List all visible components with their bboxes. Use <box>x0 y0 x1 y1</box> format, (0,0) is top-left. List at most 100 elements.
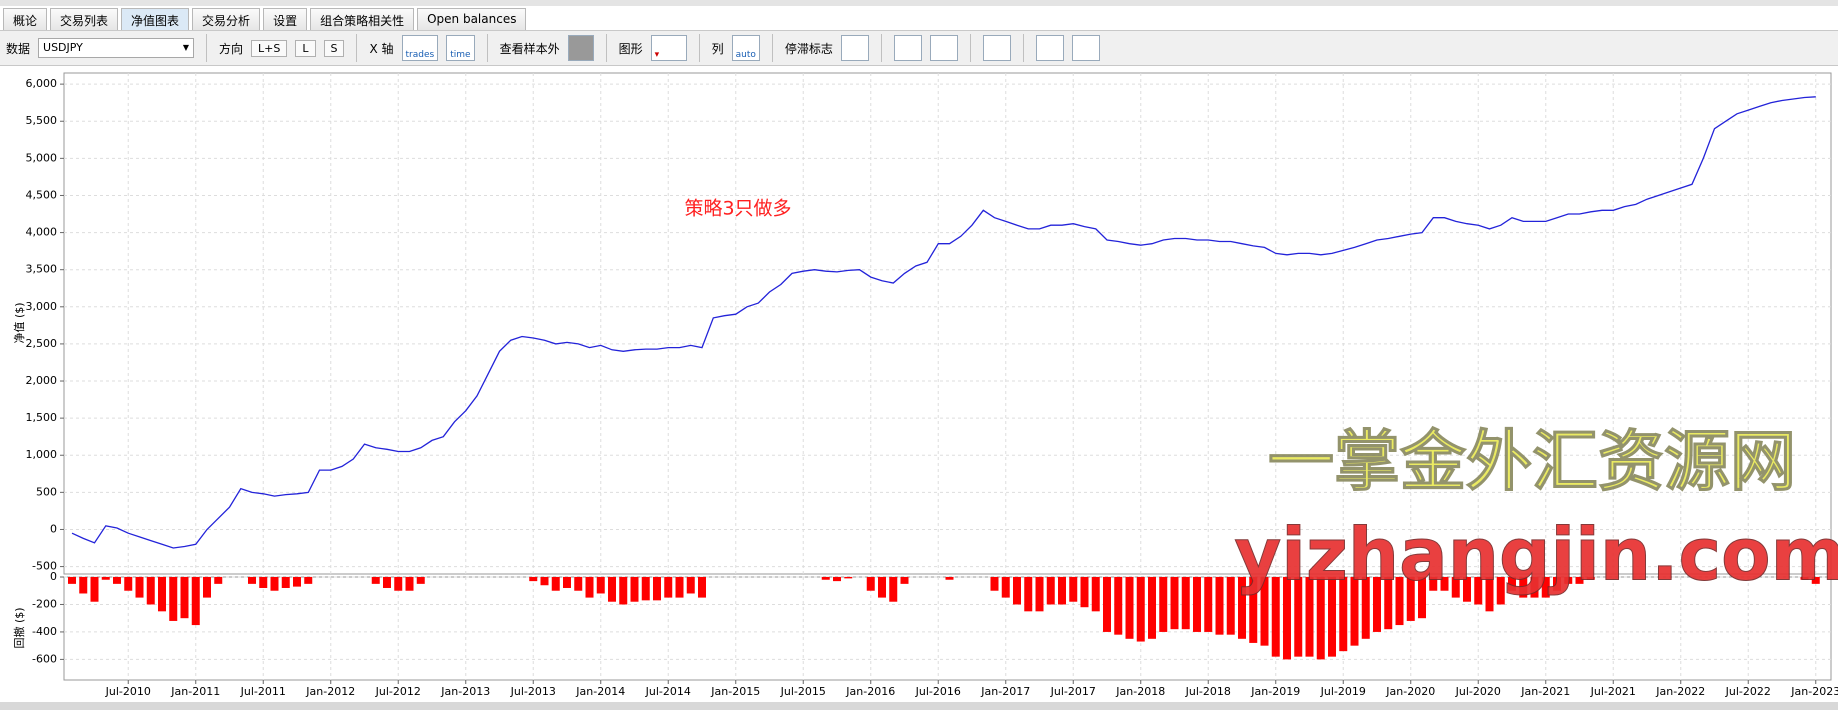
x-tick-label: Jul-2020 <box>1455 685 1501 698</box>
drawdown-bar <box>1125 577 1134 639</box>
direction-button[interactable]: L <box>295 39 316 57</box>
x-tick-label: Jul-2017 <box>1050 685 1096 698</box>
y-tick-label: 6,000 <box>26 77 58 90</box>
drawdown-bar <box>1136 577 1145 642</box>
tool-button[interactable] <box>1071 35 1100 61</box>
drawdown-bar <box>1811 577 1820 584</box>
drawdown-bar <box>1024 577 1033 612</box>
chart-type-button[interactable]: ▾ <box>650 35 687 61</box>
drawdown-bar <box>1316 577 1325 660</box>
drawdown-bar <box>1800 577 1809 580</box>
x-tick-label: Jul-2014 <box>645 685 691 698</box>
drawdown-bar <box>68 577 76 584</box>
drawdown-bar <box>79 577 88 594</box>
drawdown-bar <box>1069 577 1078 602</box>
y-tick-label: -500 <box>32 560 57 573</box>
label: 查看样本外 <box>499 41 560 56</box>
scrollbar[interactable] <box>0 702 1838 710</box>
top-strip <box>0 0 1838 6</box>
y-tick-label: 3,500 <box>26 263 58 276</box>
drawdown-bar <box>563 577 571 588</box>
tool-button[interactable] <box>1035 35 1064 61</box>
drawdown-bar <box>371 577 380 584</box>
tab[interactable]: 交易分析 <box>192 8 261 30</box>
y-tick-label: 2,000 <box>26 374 58 387</box>
x-axis-button[interactable]: trades <box>401 35 439 61</box>
x-tick-label: Jan-2021 <box>1520 685 1570 698</box>
x-axis-button[interactable]: time <box>446 35 475 61</box>
x-tick-label: Jan-2014 <box>575 685 625 698</box>
drawdown-bar <box>1001 577 1010 598</box>
y-tick-label: 5,000 <box>26 151 58 164</box>
separator <box>206 34 208 62</box>
symbol-select[interactable]: USDJPY <box>38 38 195 58</box>
tab[interactable]: Open balances <box>417 8 527 30</box>
y-tick-label: 500 <box>36 485 57 498</box>
drawdown-bar <box>551 577 560 591</box>
tool-button[interactable] <box>929 35 958 61</box>
column-button[interactable]: auto <box>731 35 760 61</box>
label: 列 <box>711 41 724 56</box>
drawdown-bar <box>101 577 110 580</box>
separator <box>486 34 488 62</box>
drawdown-bar <box>113 577 121 584</box>
drawdown-bar <box>1294 577 1303 657</box>
drawdown-bar <box>405 577 414 591</box>
x-tick-label: Jul-2019 <box>1320 685 1366 698</box>
drawdown-bar <box>664 577 673 598</box>
tool-button[interactable] <box>893 35 922 61</box>
drawdown-bar <box>416 577 425 584</box>
equity-line <box>71 96 1816 549</box>
drawdown-bar <box>1013 577 1021 605</box>
drawdown-bar <box>90 577 99 602</box>
label: X 轴 <box>369 41 394 56</box>
drawdown-bar <box>990 577 999 591</box>
drawdown-bar <box>259 577 268 588</box>
tab[interactable]: 设置 <box>263 8 308 30</box>
tab[interactable]: 净值图表 <box>121 8 190 30</box>
y-tick-label: -200 <box>32 597 57 610</box>
drawdown-bar <box>1451 577 1460 598</box>
tab[interactable]: 组合策略相关性 <box>310 8 415 30</box>
drawdown-bar <box>1080 577 1089 608</box>
drawdown-bar <box>1103 577 1111 632</box>
drawdown-bar <box>630 577 639 602</box>
drawdown-bar <box>1418 577 1426 619</box>
drawdown-bar <box>844 577 853 579</box>
stagnation-button[interactable] <box>840 35 869 61</box>
drawdown-bar <box>1373 577 1381 632</box>
drawdown-bar <box>596 577 605 594</box>
drawdown-bar <box>203 577 211 598</box>
drawdown-bar <box>1429 577 1438 591</box>
out-of-sample-button[interactable] <box>567 35 594 61</box>
drawdown-bar <box>1530 577 1539 598</box>
drawdown-bar <box>135 577 144 598</box>
tab[interactable]: 交易列表 <box>50 8 119 30</box>
x-tick-label: Jan-2012 <box>305 685 355 698</box>
drawdown-bar <box>698 577 706 598</box>
drawdown-bar <box>1519 577 1528 598</box>
label: 方向 <box>219 41 244 56</box>
y-tick-label: 1,000 <box>26 448 58 461</box>
drawdown-bar <box>281 577 290 588</box>
drawdown-bar <box>214 577 223 584</box>
x-tick-label: Jul-2010 <box>105 685 151 698</box>
direction-button[interactable]: L+S <box>251 39 288 57</box>
drawdown-bar <box>383 577 391 588</box>
drawdown-bar <box>1260 577 1269 646</box>
drawdown-bar <box>1474 577 1483 605</box>
drawdown-bar <box>1541 577 1550 598</box>
x-tick-label: Jan-2022 <box>1655 685 1705 698</box>
label: 数据 <box>6 41 31 56</box>
drawdown-bar <box>900 577 909 584</box>
drawdown-bar <box>686 577 695 594</box>
x-tick-label: Jul-2016 <box>915 685 961 698</box>
toolbar: 数据 USDJPY 方向 L+S L S X 轴 trades time 查看样… <box>0 30 1838 66</box>
tool-button[interactable] <box>982 35 1011 61</box>
tab[interactable]: 概论 <box>3 8 48 30</box>
x-tick-label: Jul-2011 <box>240 685 286 698</box>
direction-button[interactable]: S <box>323 39 345 57</box>
drawdown-bar <box>619 577 628 605</box>
y-tick-label: 0 <box>50 570 57 583</box>
